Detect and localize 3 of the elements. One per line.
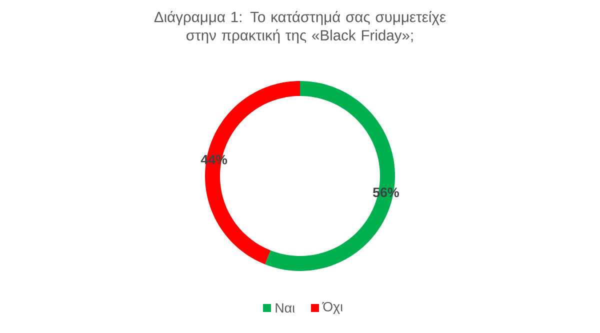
legend-label: Ναι [276,303,295,313]
legend-label: Όχι [322,302,343,314]
chart-title: Διάγραμμα 1: Το κατάστημά σας συμμετείχε στην πρακτική της «Black Friday»; [154,10,446,44]
